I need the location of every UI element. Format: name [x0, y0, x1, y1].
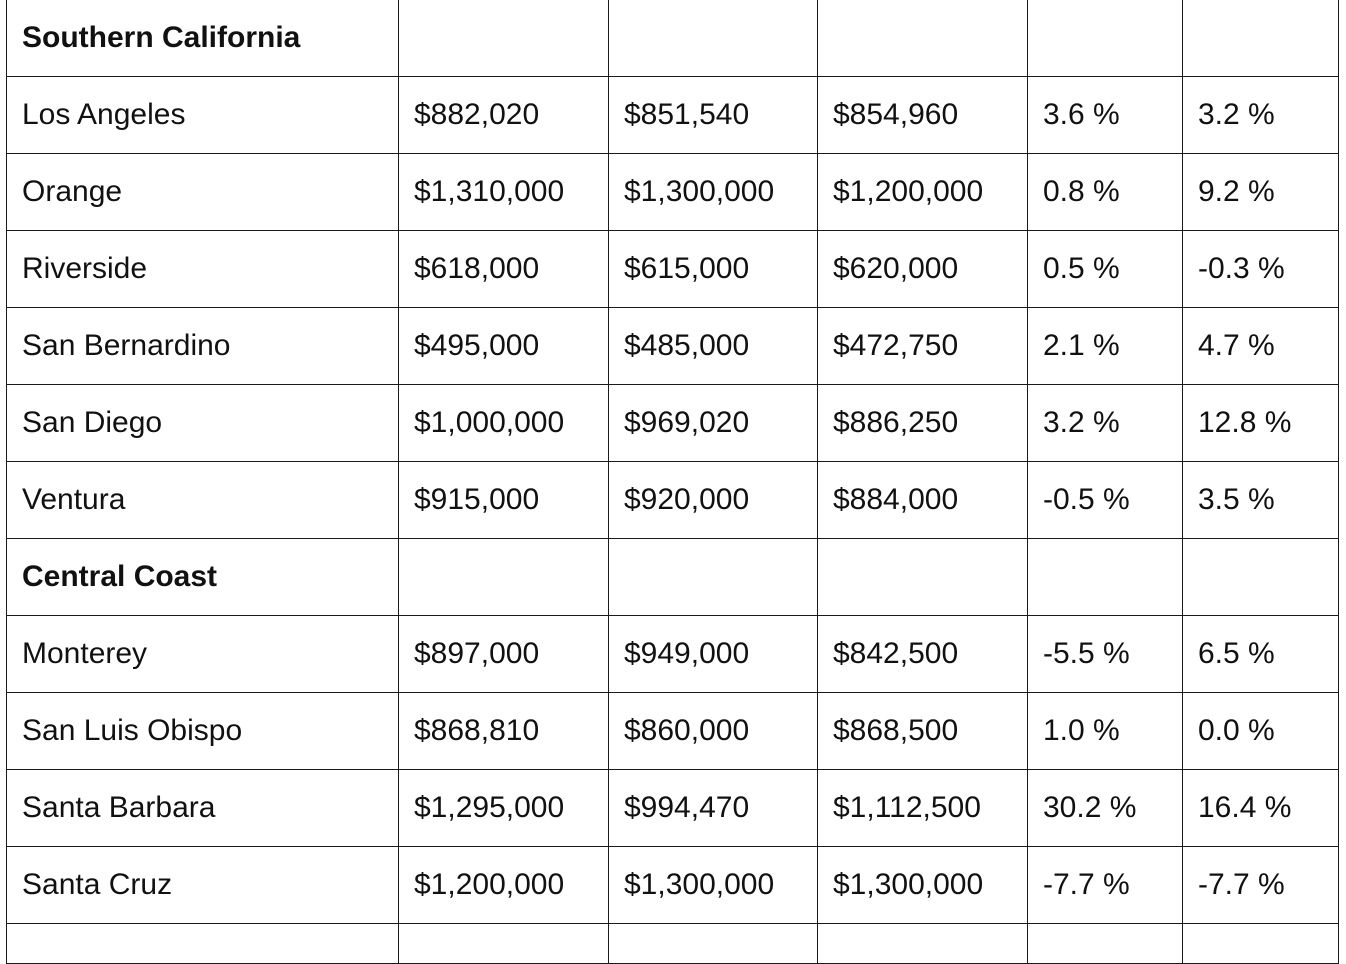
table-cell	[1182, 0, 1339, 77]
table-cell	[1182, 923, 1339, 964]
table-cell: 2.1 %	[1027, 307, 1183, 385]
table-cell: $485,000	[608, 307, 818, 385]
region-name: Central Coast	[6, 538, 399, 616]
county-name: Riverside	[6, 230, 399, 308]
table-cell: 16.4 %	[1182, 769, 1339, 847]
table-cell: 4.7 %	[1182, 307, 1339, 385]
table-cell: $969,020	[608, 384, 818, 462]
table-cell: -5.5 %	[1027, 615, 1183, 693]
table-cell: $620,000	[817, 230, 1028, 308]
table-row: Santa Barbara $1,295,000 $994,470 $1,112,50…	[6, 769, 1339, 847]
table-cell: $1,112,500	[817, 769, 1028, 847]
region-header-row: Southern California	[6, 0, 1339, 77]
table-cell: $1,200,000	[398, 846, 609, 924]
county-price-table-container: Southern California Los Angeles $882,020 $8…	[6, 0, 1339, 964]
table-cell	[817, 0, 1028, 77]
table-cell: $472,750	[817, 307, 1028, 385]
table-cell: -0.5 %	[1027, 461, 1183, 539]
table-cell: 3.5 %	[1182, 461, 1339, 539]
table-cell	[608, 538, 818, 616]
table-cell: 3.2 %	[1027, 384, 1183, 462]
table-cell	[1182, 538, 1339, 616]
table-cell: $860,000	[608, 692, 818, 770]
table-row: San Bernardino $495,000 $485,000 $472,750 2.…	[6, 307, 1339, 385]
table-cell: $1,300,000	[608, 153, 818, 231]
table-cell: $949,000	[608, 615, 818, 693]
table-cell: $615,000	[608, 230, 818, 308]
table-cell: 0.0 %	[1182, 692, 1339, 770]
table-cell: $882,020	[398, 76, 609, 154]
table-cell: $1,000,000	[398, 384, 609, 462]
region-header-row: Central Coast	[6, 538, 1339, 616]
table-row: Ventura $915,000 $920,000 $884,000 -0.5 % 3.5…	[6, 461, 1339, 539]
table-cell: $897,000	[398, 615, 609, 693]
table-cell: 0.8 %	[1027, 153, 1183, 231]
county-name: Monterey	[6, 615, 399, 693]
table-cell	[398, 923, 609, 964]
table-cell: -7.7 %	[1182, 846, 1339, 924]
table-cell	[608, 0, 818, 77]
table-cell: $618,000	[398, 230, 609, 308]
table-cell: $1,200,000	[817, 153, 1028, 231]
table-cell: -7.7 %	[1027, 846, 1183, 924]
table-row: Orange $1,310,000 $1,300,000 $1,200,000 0.8 …	[6, 153, 1339, 231]
table-cell: 0.5 %	[1027, 230, 1183, 308]
table-cell: $920,000	[608, 461, 818, 539]
table-cell	[1027, 538, 1183, 616]
table-cell: $915,000	[398, 461, 609, 539]
county-name: Santa Barbara	[6, 769, 399, 847]
table-cell: 3.2 %	[1182, 76, 1339, 154]
table-cell: $851,540	[608, 76, 818, 154]
table-cell: 6.5 %	[1182, 615, 1339, 693]
table-cell: $495,000	[398, 307, 609, 385]
table-row	[6, 923, 1339, 964]
table-row: San Luis Obispo $868,810 $860,000 $868,500 1…	[6, 692, 1339, 770]
table-cell	[398, 0, 609, 77]
table-row: Riverside $618,000 $615,000 $620,000 0.5 % -0…	[6, 230, 1339, 308]
table-cell: $1,310,000	[398, 153, 609, 231]
table-cell: 9.2 %	[1182, 153, 1339, 231]
table-cell	[817, 538, 1028, 616]
table-cell: 12.8 %	[1182, 384, 1339, 462]
region-name: Southern California	[6, 0, 399, 77]
county-name: Ventura	[6, 461, 399, 539]
table-cell: 30.2 %	[1027, 769, 1183, 847]
county-name: Santa Cruz	[6, 846, 399, 924]
table-cell	[608, 923, 818, 964]
table-cell	[817, 923, 1028, 964]
table-body: Southern California Los Angeles $882,020 $8…	[6, 0, 1339, 964]
table-cell	[1027, 0, 1183, 77]
table-cell: $994,470	[608, 769, 818, 847]
table-cell: $1,295,000	[398, 769, 609, 847]
table-row: Monterey $897,000 $949,000 $842,500 -5.5 % 6.…	[6, 615, 1339, 693]
county-name: San Diego	[6, 384, 399, 462]
table-cell: 1.0 %	[1027, 692, 1183, 770]
table-cell: $868,500	[817, 692, 1028, 770]
county-name: San Bernardino	[6, 307, 399, 385]
table-cell: $886,250	[817, 384, 1028, 462]
table-cell	[398, 538, 609, 616]
table-row: Santa Cruz $1,200,000 $1,300,000 $1,300,000…	[6, 846, 1339, 924]
table-row: Los Angeles $882,020 $851,540 $854,960 3.6 %…	[6, 76, 1339, 154]
table-row: San Diego $1,000,000 $969,020 $886,250 3.2 %…	[6, 384, 1339, 462]
table-cell: 3.6 %	[1027, 76, 1183, 154]
table-cell: $1,300,000	[608, 846, 818, 924]
table-cell: -0.3 %	[1182, 230, 1339, 308]
table-cell: $868,810	[398, 692, 609, 770]
county-price-table: Southern California Los Angeles $882,020 $8…	[6, 0, 1339, 964]
county-name: Orange	[6, 153, 399, 231]
county-name: Los Angeles	[6, 76, 399, 154]
table-cell	[1027, 923, 1183, 964]
county-name	[6, 923, 399, 964]
county-name: San Luis Obispo	[6, 692, 399, 770]
table-cell: $1,300,000	[817, 846, 1028, 924]
table-cell: $854,960	[817, 76, 1028, 154]
table-cell: $884,000	[817, 461, 1028, 539]
table-cell: $842,500	[817, 615, 1028, 693]
